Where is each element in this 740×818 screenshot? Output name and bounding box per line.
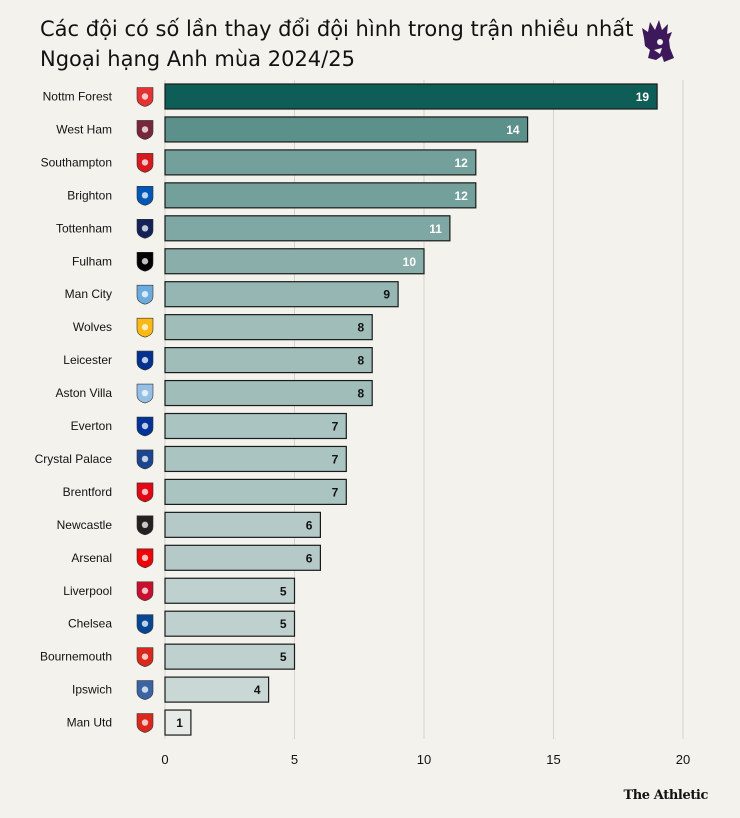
category-label: Tottenham: [56, 221, 112, 235]
bar: [164, 248, 425, 275]
bar: [164, 379, 373, 407]
category-label: Liverpool: [63, 584, 112, 598]
category-label: Newcastle: [57, 518, 113, 532]
bar: [164, 577, 296, 604]
everton-crest-icon: [136, 416, 154, 437]
category-label: Chelsea: [68, 617, 112, 631]
bar: [164, 281, 399, 308]
arsenal-crest-icon: [136, 548, 154, 569]
aston-villa-crest-icon: [136, 383, 154, 404]
newcastle-crest-icon: [136, 515, 154, 536]
bar: [164, 182, 477, 209]
data-label: 1: [176, 716, 183, 730]
fulham-crest-icon: [136, 251, 154, 272]
category-label: Everton: [71, 419, 112, 433]
data-label: 12: [454, 189, 468, 203]
category-label: Aston Villa: [56, 386, 113, 400]
chelsea-crest-icon: [136, 614, 154, 635]
bar: [164, 83, 658, 110]
bar: [164, 610, 296, 637]
bar: [164, 478, 347, 505]
data-label: 14: [506, 123, 520, 137]
bournemouth-crest-icon: [136, 647, 154, 667]
bar: [164, 412, 347, 440]
data-label: 5: [280, 584, 287, 598]
data-label: 10: [403, 255, 417, 269]
source-credit: The Athletic: [623, 788, 708, 803]
leicester-crest-icon: [136, 350, 154, 371]
bar: [164, 709, 192, 736]
data-label: 6: [306, 551, 313, 565]
bar: [164, 215, 451, 242]
category-label: Bournemouth: [40, 650, 112, 664]
data-label: 6: [306, 518, 313, 532]
x-tick-label: 5: [291, 752, 298, 767]
category-label: Wolves: [73, 320, 112, 334]
man-city-crest-icon: [136, 284, 154, 305]
x-tick-label: 10: [417, 752, 431, 767]
data-label: 4: [254, 683, 261, 697]
bar: [164, 643, 296, 670]
chart-title-line-2: Ngoại hạng Anh mùa 2024/25: [40, 47, 355, 71]
bar: [164, 676, 270, 703]
liverpool-crest-icon: [136, 581, 154, 602]
bar: [164, 116, 529, 143]
west-ham-crest-icon: [136, 120, 154, 140]
category-label: Ipswich: [72, 683, 112, 697]
category-label: Crystal Palace: [35, 452, 113, 466]
crystal-palace-crest-icon: [136, 449, 154, 470]
bar: [164, 544, 321, 571]
data-label: 11: [429, 222, 442, 236]
southampton-crest-icon: [136, 153, 154, 173]
data-label: 9: [383, 288, 390, 302]
category-label: Fulham: [72, 254, 112, 268]
data-label: 5: [280, 650, 287, 664]
data-label: 7: [332, 485, 339, 499]
data-label: 7: [332, 452, 339, 466]
category-label: Man City: [65, 287, 112, 301]
bar: [164, 314, 373, 341]
category-label: Arsenal: [71, 551, 112, 565]
chart-title-line-1: Các đội có số lần thay đổi đội hình tron…: [40, 17, 634, 41]
category-label: Southampton: [41, 155, 112, 169]
data-label: 8: [358, 321, 365, 335]
bar: [164, 511, 321, 538]
data-label: 12: [454, 156, 468, 170]
category-label: West Ham: [56, 122, 112, 136]
ipswich-crest-icon: [136, 680, 154, 700]
category-label: Brighton: [67, 188, 112, 202]
category-label: Leicester: [63, 353, 112, 367]
man-utd-crest-icon: [136, 713, 154, 733]
chart-title: Các đội có số lần thay đổi đội hình tron…: [40, 14, 634, 74]
bar: [164, 445, 347, 473]
brighton-crest-icon: [136, 186, 154, 206]
category-label: Nottm Forest: [43, 90, 113, 104]
data-label: 19: [636, 90, 650, 104]
x-tick-label: 0: [161, 752, 168, 767]
x-tick-label: 15: [546, 752, 560, 767]
category-label: Brentford: [63, 485, 112, 499]
wolves-crest-icon: [136, 317, 154, 338]
bar: [164, 347, 373, 374]
premier-league-lion-icon: [642, 20, 674, 62]
data-label: 7: [332, 420, 339, 434]
data-label: 5: [280, 617, 287, 631]
bar: [164, 149, 477, 176]
forest-crest-icon: [136, 87, 154, 107]
category-label: Man Utd: [67, 716, 112, 730]
tottenham-crest-icon: [136, 219, 154, 239]
data-label: 8: [358, 354, 365, 368]
x-tick-label: 20: [676, 752, 690, 767]
brentford-crest-icon: [136, 482, 154, 503]
data-label: 8: [358, 387, 365, 401]
